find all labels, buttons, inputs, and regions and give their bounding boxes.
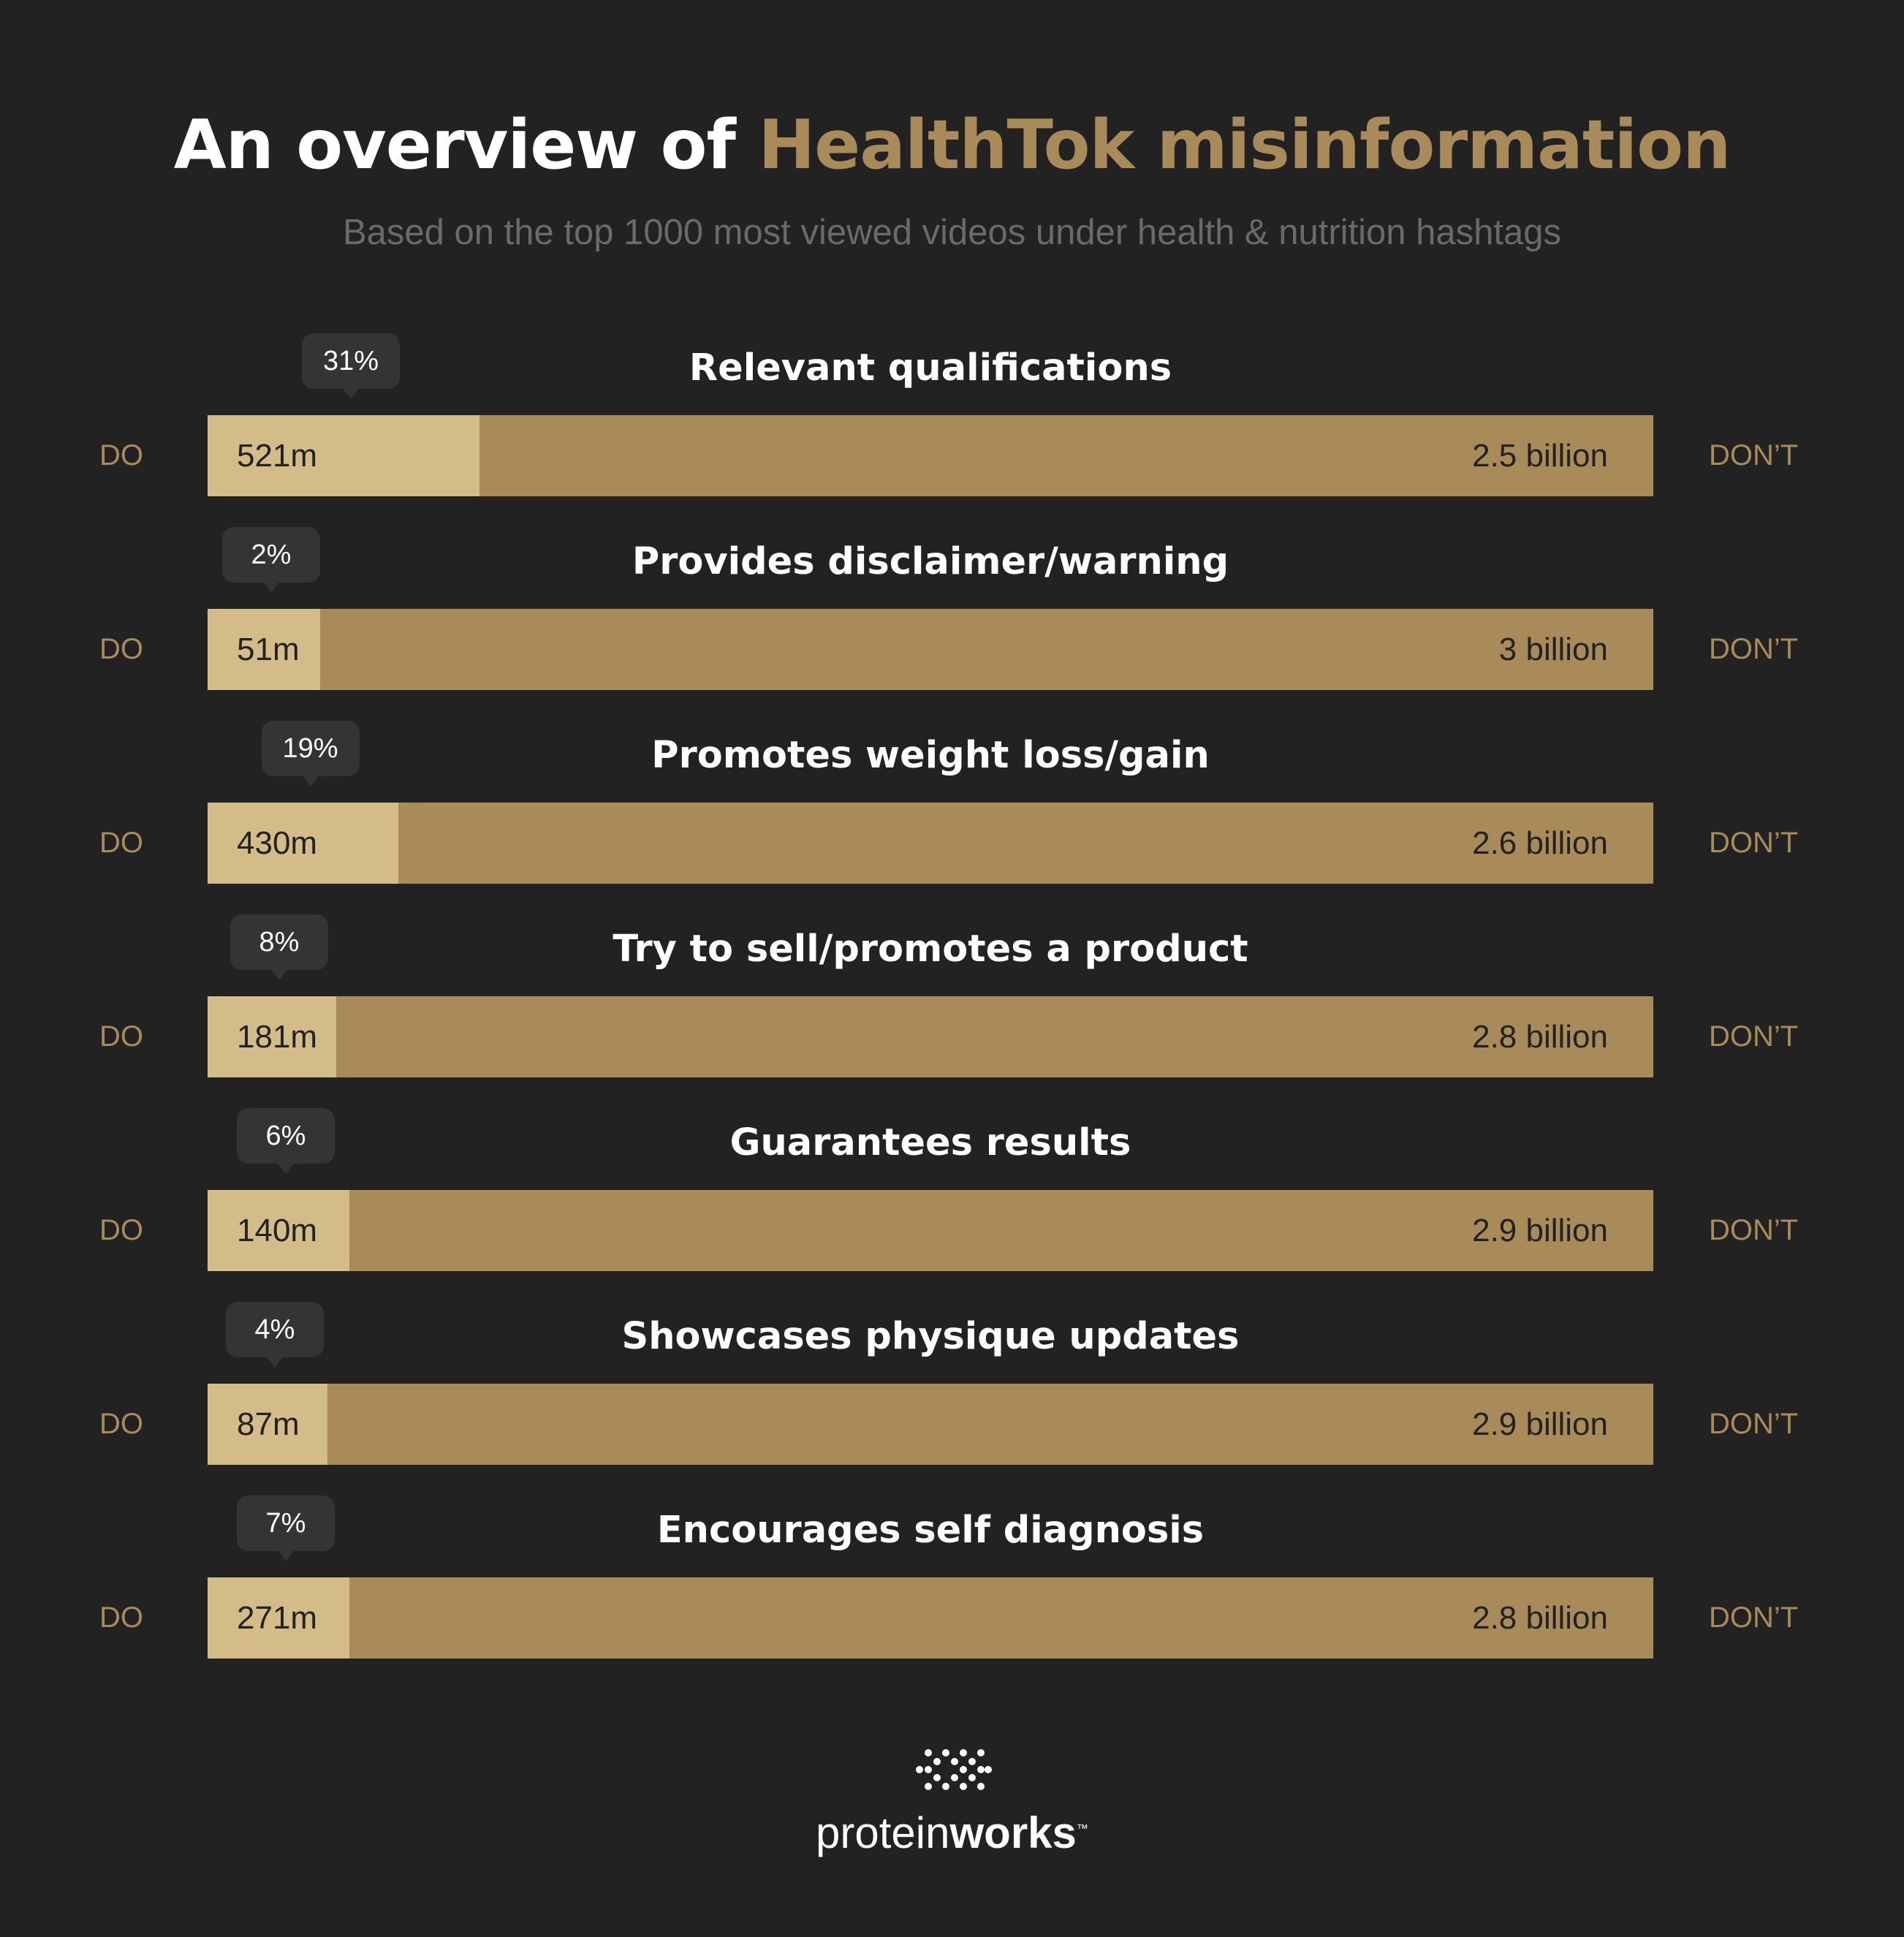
do-bar [208, 609, 320, 690]
do-value-label: 181m [237, 1019, 318, 1055]
do-side-label: DO [99, 827, 143, 859]
do-side-label: DO [99, 633, 143, 665]
bubble-tail [270, 968, 288, 980]
percent-label: 8% [259, 927, 300, 958]
bubble-tail [277, 1162, 295, 1174]
dont-value-label: 2.5 billion [1472, 438, 1608, 474]
do-bar [208, 803, 398, 884]
percent-bubble: 2% [222, 527, 320, 593]
do-bar [208, 1577, 349, 1659]
chart-row: Guarantees results 6% DO 140m 2.9 billion DON… [0, 1108, 1904, 1318]
category-label: Guarantees results [729, 1121, 1131, 1164]
dont-value-label: 2.9 billion [1472, 1406, 1608, 1442]
percent-bubble: 31% [302, 333, 400, 399]
chart-row: Promotes weight loss/gain 19% DO 430m 2.6 bi… [0, 721, 1904, 930]
logo-word-works: works [949, 1808, 1077, 1857]
dont-side-label: DON’T [1709, 439, 1799, 471]
dont-value-label: 2.8 billion [1472, 1600, 1608, 1636]
dont-value-label: 2.9 billion [1472, 1213, 1608, 1248]
percent-bubble: 8% [230, 914, 328, 980]
dont-bar: 87m 2.9 billion [208, 1384, 1653, 1465]
do-side-label: DO [99, 1408, 143, 1440]
chart-row: Provides disclaimer/warning 2% DO 51m 3 bill… [0, 527, 1904, 737]
dont-side-label: DON’T [1709, 1214, 1799, 1246]
dont-side-label: DON’T [1709, 1020, 1799, 1053]
dont-value-label: 2.6 billion [1472, 825, 1608, 861]
dont-bar: 521m 2.5 billion [208, 415, 1653, 496]
category-label: Relevant qualifications [689, 346, 1172, 390]
bubble-tail [301, 775, 319, 786]
bubble-tail [277, 1550, 295, 1561]
percent-bubble: 7% [237, 1496, 335, 1561]
dont-side-label: DON’T [1709, 1408, 1799, 1440]
chart-row: Try to sell/promotes a product 8% DO 181m 2.… [0, 914, 1904, 1124]
dots-logo-icon [915, 1749, 992, 1790]
do-bar [208, 415, 479, 496]
do-value-label: 51m [237, 632, 300, 667]
category-label: Showcases physique updates [621, 1315, 1240, 1358]
category-label: Promotes weight loss/gain [651, 734, 1210, 777]
dont-side-label: DON’T [1709, 827, 1799, 859]
do-side-label: DO [99, 1601, 143, 1634]
dont-bar: 181m 2.8 billion [208, 996, 1653, 1077]
logo-trademark: ™ [1076, 1823, 1088, 1835]
percent-label: 6% [265, 1121, 306, 1151]
percent-bubble: 4% [226, 1302, 324, 1368]
logo-word-protein: protein [816, 1808, 950, 1857]
dont-value-label: 3 billion [1498, 632, 1608, 667]
title-highlight: HealthTok misinformation [758, 105, 1731, 184]
do-bar [208, 1384, 327, 1465]
percent-bubble: 6% [237, 1108, 335, 1174]
dont-bar: 430m 2.6 billion [208, 803, 1653, 884]
bubble-tail [266, 1356, 284, 1368]
do-value-label: 430m [237, 825, 318, 861]
do-value-label: 140m [237, 1213, 318, 1248]
percent-label: 31% [322, 346, 379, 376]
do-bar [208, 996, 336, 1077]
chart-title: An overview of HealthTok misinformation [0, 111, 1904, 179]
category-label: Encourages self diagnosis [656, 1509, 1205, 1552]
do-bar [208, 1190, 349, 1271]
chart-row: Showcases physique updates 4% DO 87m 2.9 bil… [0, 1302, 1904, 1512]
percent-bubble: 19% [261, 721, 360, 786]
title-prefix: An overview of [173, 105, 736, 184]
do-value-label: 87m [237, 1406, 300, 1442]
bubble-tail [262, 581, 280, 593]
category-label: Try to sell/promotes a product [612, 928, 1248, 971]
dont-side-label: DON’T [1709, 633, 1799, 665]
do-value-label: 271m [237, 1600, 318, 1636]
dont-value-label: 2.8 billion [1472, 1019, 1608, 1055]
logo-wordmark: proteinworks™ [0, 1811, 1904, 1855]
percent-label: 4% [254, 1314, 295, 1345]
dont-bar: 271m 2.8 billion [208, 1577, 1653, 1659]
category-label: Provides disclaimer/warning [631, 540, 1229, 583]
do-side-label: DO [99, 1020, 143, 1053]
do-value-label: 521m [237, 438, 318, 474]
percent-label: 2% [251, 539, 292, 570]
percent-label: 19% [282, 733, 338, 764]
bubble-tail [342, 387, 360, 399]
dont-bar: 51m 3 billion [208, 609, 1653, 690]
percent-label: 7% [265, 1508, 306, 1539]
dont-bar: 140m 2.9 billion [208, 1190, 1653, 1271]
chart-subtitle: Based on the top 1000 most viewed videos… [342, 213, 1562, 252]
brand-logo: proteinworks™ [0, 1744, 1904, 1855]
chart-row: Encourages self diagnosis 7% DO 271m 2.8 bil… [0, 1496, 1904, 1705]
chart-row: Relevant qualifications 31% DO 521m 2.5 bill… [0, 333, 1904, 543]
do-side-label: DO [99, 1214, 143, 1246]
dont-side-label: DON’T [1709, 1601, 1799, 1634]
do-side-label: DO [99, 439, 143, 471]
